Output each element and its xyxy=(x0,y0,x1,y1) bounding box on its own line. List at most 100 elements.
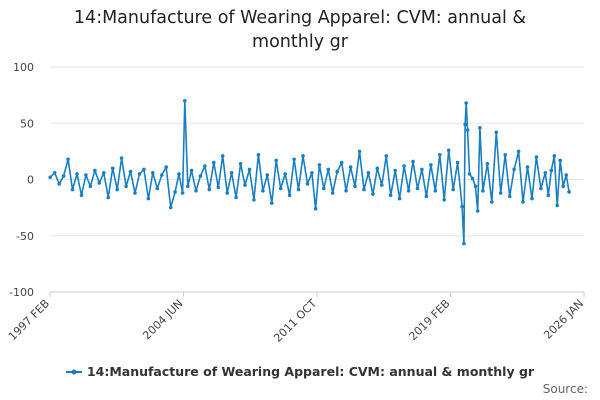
data-point xyxy=(470,176,475,181)
data-point xyxy=(512,167,516,172)
x-tick-label: 2004 JUN xyxy=(140,297,185,342)
data-point xyxy=(177,172,181,176)
x-tick-label: 1997 FEB xyxy=(6,297,52,343)
data-point xyxy=(278,186,283,191)
data-point xyxy=(79,193,84,198)
y-tick-label: 0 xyxy=(27,174,34,187)
data-point xyxy=(243,183,247,187)
data-point xyxy=(261,189,265,193)
data-point xyxy=(463,122,467,127)
data-point xyxy=(357,149,362,154)
data-point xyxy=(371,192,375,196)
data-point xyxy=(478,126,482,130)
data-point xyxy=(198,174,203,178)
data-point xyxy=(128,169,133,174)
data-point xyxy=(384,154,389,158)
data-point xyxy=(362,187,366,192)
data-point xyxy=(313,207,318,211)
data-point xyxy=(335,169,340,174)
data-point xyxy=(155,186,160,191)
chart-legend[interactable]: 14:Manufacture of Wearing Apparel: CVM: … xyxy=(0,364,600,379)
data-point xyxy=(561,184,565,189)
data-point xyxy=(317,163,322,167)
data-point xyxy=(110,166,115,171)
data-point xyxy=(207,187,212,192)
data-point xyxy=(344,189,348,193)
data-point xyxy=(252,198,256,202)
data-point xyxy=(539,186,543,191)
data-point xyxy=(287,193,292,198)
series-line xyxy=(49,100,570,245)
data-point xyxy=(420,167,424,172)
data-point xyxy=(393,168,398,173)
data-point xyxy=(543,171,548,175)
data-point xyxy=(189,168,194,173)
data-point xyxy=(525,165,530,169)
data-point xyxy=(212,160,216,165)
data-point xyxy=(52,171,57,175)
data-point xyxy=(534,155,539,159)
data-point xyxy=(564,173,568,177)
data-point xyxy=(106,195,110,200)
data-point xyxy=(462,241,466,246)
data-point xyxy=(203,164,207,168)
data-point xyxy=(102,171,106,175)
data-point xyxy=(97,181,102,185)
data-point xyxy=(415,186,420,191)
data-point xyxy=(75,172,79,176)
data-point xyxy=(464,101,469,105)
data-point xyxy=(146,196,151,201)
y-tick-label: 50 xyxy=(20,117,34,130)
data-point xyxy=(57,182,61,186)
data-point xyxy=(494,130,499,135)
data-point xyxy=(160,173,164,177)
data-point xyxy=(296,187,301,192)
data-point xyxy=(151,171,155,175)
data-point xyxy=(330,191,335,195)
data-point xyxy=(305,182,310,186)
data-point xyxy=(183,99,187,103)
data-point xyxy=(348,165,353,169)
data-point xyxy=(442,198,447,202)
data-point xyxy=(220,154,225,158)
data-point xyxy=(388,193,393,198)
data-point xyxy=(366,171,371,175)
legend-label: 14:Manufacture of Wearing Apparel: CVM: … xyxy=(86,364,535,379)
data-point xyxy=(498,191,503,195)
data-point xyxy=(552,154,557,158)
data-point xyxy=(247,167,252,172)
data-point xyxy=(326,167,331,172)
data-point xyxy=(546,193,551,198)
data-point xyxy=(558,158,562,163)
data-point xyxy=(229,171,234,175)
data-point xyxy=(256,153,261,157)
data-point xyxy=(467,172,472,176)
data-point xyxy=(133,191,137,195)
data-points xyxy=(48,99,571,246)
data-point xyxy=(137,172,142,176)
data-point xyxy=(164,165,168,169)
legend-line-marker-icon xyxy=(65,369,82,374)
data-point xyxy=(475,209,480,213)
data-point xyxy=(115,187,119,192)
data-point xyxy=(567,190,571,194)
data-point xyxy=(270,201,274,205)
data-point xyxy=(225,191,229,195)
data-point xyxy=(473,184,478,189)
data-point xyxy=(292,157,296,162)
data-point xyxy=(61,174,66,178)
data-point xyxy=(424,194,429,199)
data-point xyxy=(521,200,525,204)
data-point xyxy=(93,168,97,173)
data-point xyxy=(380,183,384,187)
data-point xyxy=(265,173,270,177)
data-point xyxy=(186,184,190,189)
x-tick-label: 2019 FEB xyxy=(406,297,452,343)
data-point xyxy=(124,184,128,189)
source-label[interactable]: Source: xyxy=(542,382,588,396)
data-point xyxy=(274,158,279,163)
data-point xyxy=(238,162,243,166)
x-tick-label: 2011 OCT xyxy=(271,297,319,345)
